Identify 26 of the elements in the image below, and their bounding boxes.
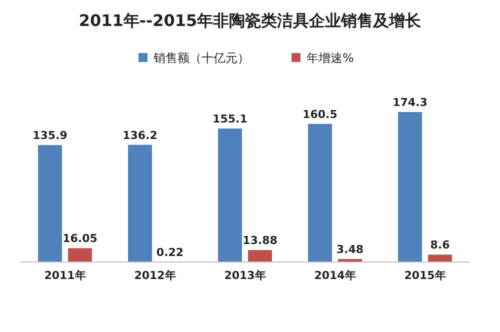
data-label: 3.48 (336, 243, 364, 256)
x-tick-label: 2014年 (314, 269, 356, 282)
bar (398, 112, 422, 262)
data-label: 174.3 (392, 96, 428, 109)
bar (308, 124, 332, 262)
x-tick-label: 2012年 (134, 269, 176, 282)
chart-title: 2011年--2015年非陶瓷类洁具企业销售及增长 (78, 11, 422, 30)
bar (68, 248, 92, 262)
bar (428, 254, 452, 262)
data-label: 136.2 (122, 128, 158, 142)
data-label: 160.5 (302, 108, 338, 121)
data-label: 135.9 (32, 129, 68, 142)
x-tick-label: 2013年 (224, 269, 266, 282)
bar (248, 250, 272, 262)
data-label: 8.6 (430, 238, 450, 252)
x-tick-label: 2011年 (44, 269, 86, 282)
data-label: 155.1 (212, 112, 248, 126)
x-tick-label: 2015年 (404, 269, 446, 282)
bar (128, 144, 152, 262)
data-label: 13.88 (242, 234, 278, 248)
legend-label: 年增速% (306, 51, 354, 65)
legend-label: 销售额（十亿元） (152, 51, 250, 65)
bar (218, 128, 242, 262)
bar (38, 145, 62, 262)
data-label: 0.22 (156, 246, 184, 259)
data-label: 16.05 (62, 232, 98, 246)
